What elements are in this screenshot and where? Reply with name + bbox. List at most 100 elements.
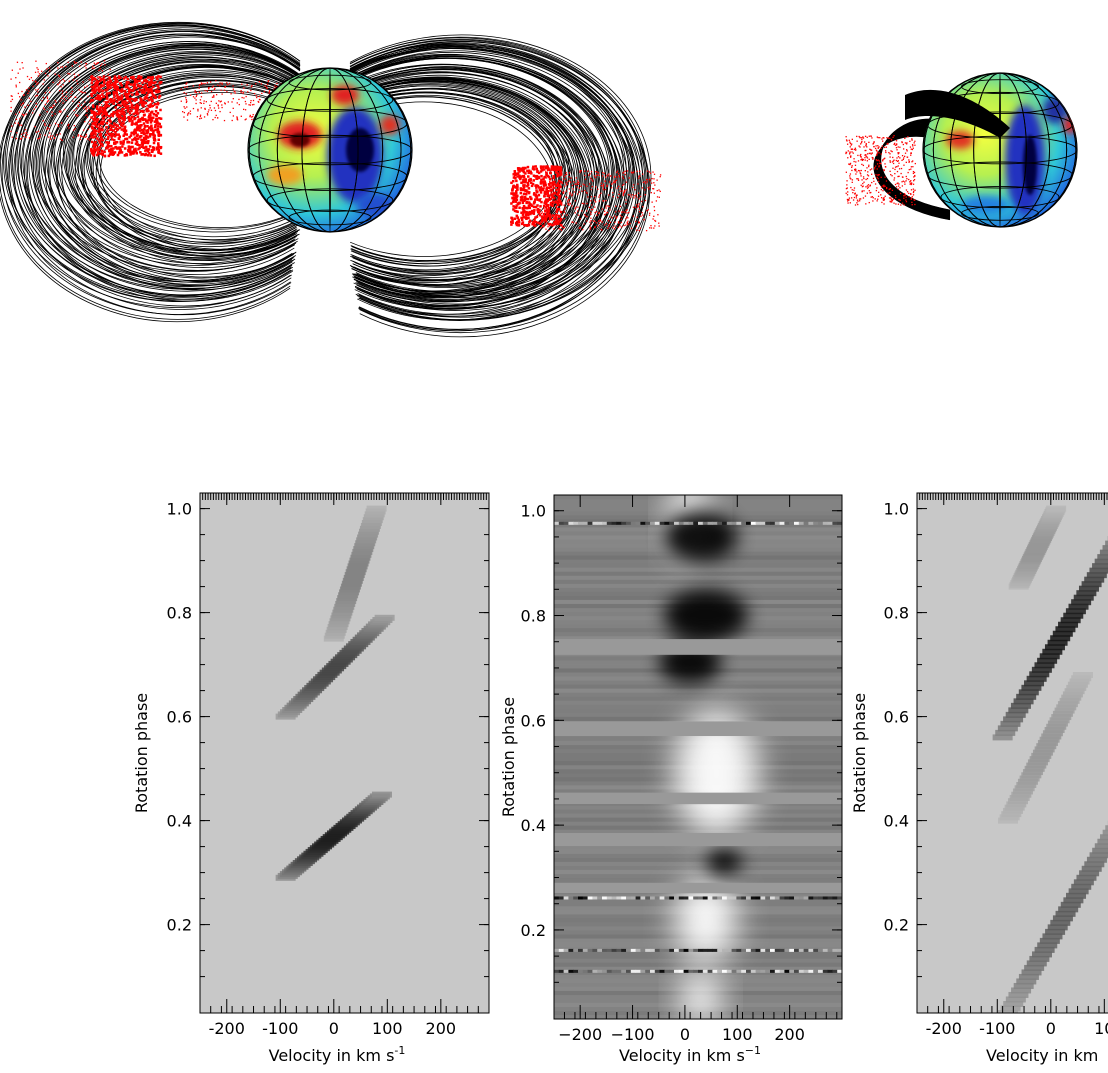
prominence-particle <box>557 187 561 190</box>
prominence-particle <box>554 167 557 170</box>
prominence-particle <box>570 181 572 183</box>
prominence-particle <box>103 101 105 103</box>
prominence-particle <box>194 97 196 99</box>
prominence-particle <box>242 91 244 93</box>
prominence-particle <box>614 181 616 184</box>
prominence-particle <box>898 175 900 177</box>
prominence-particle <box>883 203 885 205</box>
prominence-particle <box>598 174 601 176</box>
prominence-particle <box>109 69 111 71</box>
prominence-particle <box>535 190 539 194</box>
prominence-particle <box>136 111 139 114</box>
field-loop <box>33 45 301 289</box>
prominence-particle <box>155 106 159 109</box>
prominence-particle <box>104 64 106 66</box>
panel-middle-ytick-label: 0.2 <box>521 921 546 940</box>
panel-middle-noise-strip-3 <box>832 896 838 900</box>
prominence-particle <box>575 222 577 224</box>
panel-middle-noise-strip-2 <box>573 521 579 525</box>
prominence-particle <box>149 121 153 124</box>
prominence-particle <box>46 97 49 100</box>
field-loop <box>97 86 301 241</box>
panel-right-feature-1-segment <box>1012 788 1033 795</box>
prominence-particle <box>136 76 140 80</box>
prominence-particle <box>139 97 142 100</box>
prominence-particle <box>75 114 77 116</box>
prominence-particle <box>856 171 858 173</box>
panel-right-feature-1-segment <box>1041 733 1062 740</box>
prominence-particle <box>88 79 90 81</box>
prominence-particle <box>511 200 515 204</box>
prominence-particle <box>95 107 99 110</box>
field-loop <box>349 71 596 296</box>
prominence-particle <box>77 74 80 76</box>
prominence-particle <box>851 179 854 181</box>
prominence-particle <box>625 224 627 226</box>
panel-right-feature-2-segment <box>1031 951 1052 958</box>
prominence-particle <box>91 149 95 153</box>
prominence-particle <box>612 195 615 198</box>
prominence-particle <box>866 153 869 155</box>
prominence-particle <box>878 152 880 154</box>
prominence-particle <box>871 181 873 184</box>
panel-middle-noise-row <box>554 873 842 879</box>
prominence-particle <box>543 216 546 220</box>
prominence-particle <box>51 106 53 109</box>
prominence-particle <box>873 180 875 182</box>
prominence-particle <box>858 135 860 138</box>
prominence-particle <box>17 92 20 95</box>
prominence-particle <box>46 111 48 113</box>
prominence-particle <box>845 187 848 190</box>
panel-middle-noise-strip-1 <box>573 969 579 973</box>
prominence-particle <box>20 104 22 106</box>
prominence-particle <box>220 89 222 91</box>
prominence-particle <box>866 146 868 148</box>
prominence-particle <box>197 108 199 111</box>
prominence-particle <box>883 197 885 199</box>
panel-middle-noise-strip-0 <box>664 948 670 952</box>
prominence-particle <box>133 131 136 135</box>
prominence-particle <box>62 95 64 97</box>
prominence-particle <box>622 177 625 180</box>
prominence-particle <box>94 86 97 89</box>
prominence-particle <box>540 212 543 215</box>
prominence-particle <box>522 181 525 184</box>
prominence-particle <box>133 106 136 110</box>
prominence-particle <box>101 63 103 65</box>
field-loop <box>21 35 301 292</box>
prominence-particle <box>109 127 111 130</box>
prominence-particle <box>634 189 636 191</box>
prominence-particle <box>892 162 895 165</box>
prominence-particle <box>158 94 162 98</box>
prominence-particle <box>885 151 887 154</box>
prominence-particle <box>105 97 109 100</box>
prominence-particle <box>902 176 904 178</box>
panel-middle-noise-strip-2 <box>678 521 685 525</box>
prominence-particle <box>647 186 649 189</box>
prominence-particle <box>608 224 610 226</box>
panel-middle-noise-strip-0 <box>554 948 560 952</box>
prominence-particle <box>652 171 654 173</box>
panel-middle-noise-strip-1 <box>822 969 829 973</box>
prominence-particle <box>263 90 266 93</box>
prominence-particle <box>894 166 897 168</box>
field-loop <box>30 36 301 273</box>
prominence-particle <box>884 166 887 168</box>
prominence-particle <box>524 193 528 196</box>
prominence-particle <box>889 200 891 202</box>
prominence-particle <box>157 122 160 125</box>
prominence-particle <box>897 153 899 155</box>
panel-middle-noise-strip-0 <box>779 948 785 952</box>
prominence-particle <box>92 114 96 117</box>
panel-right-feature-2-segment <box>1005 996 1026 1003</box>
prominence-particle <box>102 108 105 111</box>
panel-middle-noise-strip-2 <box>626 521 632 525</box>
prominence-particle <box>150 87 153 91</box>
prominence-particle <box>150 78 153 82</box>
prominence-particle <box>854 193 856 195</box>
prominence-particle <box>95 87 97 89</box>
panel-middle-noise-strip-1 <box>616 969 622 973</box>
panel-middle-noise-strip-3 <box>722 896 728 900</box>
panel-middle-noise-strip-2 <box>827 521 833 525</box>
prominence-particle <box>589 221 591 223</box>
